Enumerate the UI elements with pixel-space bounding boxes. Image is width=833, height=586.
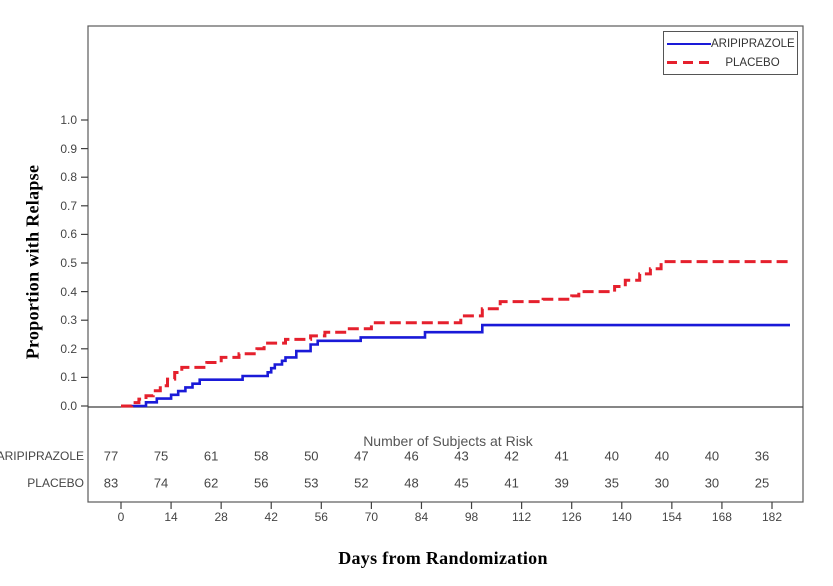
risk-count-placebo: 74 xyxy=(153,475,169,491)
y-tick-label: 0.6 xyxy=(60,227,77,242)
x-tick-label: 0 xyxy=(117,510,125,524)
legend-label-aripiprazole: ARIPIPRAZOLE xyxy=(711,37,795,50)
x-tick-label: 70 xyxy=(364,510,379,524)
risk-count-placebo: 62 xyxy=(203,475,219,491)
x-tick-label: 84 xyxy=(414,510,429,524)
y-tick-label: 0.7 xyxy=(60,198,77,213)
x-tick-label: 56 xyxy=(314,510,328,524)
risk-count-aripiprazole: 40 xyxy=(654,448,670,464)
placebo-line-sample-icon xyxy=(667,61,711,64)
legend-item-placebo: PLACEBO xyxy=(667,56,794,70)
risk-count-placebo: 83 xyxy=(103,475,119,491)
risk-count-placebo: 30 xyxy=(654,475,670,491)
risk-count-aripiprazole: 58 xyxy=(253,448,269,464)
y-tick-label: 0.3 xyxy=(60,313,77,328)
risk-count-aripiprazole: 77 xyxy=(103,448,119,464)
y-tick-label: 0.9 xyxy=(60,141,77,156)
x-tick-label: 182 xyxy=(761,510,783,524)
risk-count-aripiprazole: 41 xyxy=(554,448,569,464)
x-tick-label: 14 xyxy=(164,510,178,524)
risk-count-placebo: 45 xyxy=(454,475,469,491)
risk-table-title: Number of Subjects at Risk xyxy=(363,433,533,449)
x-tick-label: 154 xyxy=(661,510,682,524)
y-tick-label: 1.0 xyxy=(60,113,77,127)
x-tick-label: 140 xyxy=(611,510,632,524)
risk-count-placebo: 52 xyxy=(354,475,369,491)
y-tick-label: 0.5 xyxy=(60,256,77,270)
y-axis-title: Proportion with Relapse xyxy=(22,164,43,360)
risk-row-label-aripiprazole: ARIPIPRAZOLE xyxy=(0,449,84,463)
x-tick-label: 168 xyxy=(711,510,732,524)
x-tick-label: 98 xyxy=(464,510,479,524)
y-tick-label: 0.0 xyxy=(60,399,77,413)
x-tick-label: 112 xyxy=(512,510,532,524)
risk-count-aripiprazole: 61 xyxy=(203,448,219,464)
aripiprazole-line-sample-icon xyxy=(667,42,711,45)
legend: ARIPIPRAZOLE PLACEBO xyxy=(663,31,798,75)
x-tick-label: 28 xyxy=(214,510,228,524)
risk-count-aripiprazole: 43 xyxy=(454,448,469,464)
risk-count-placebo: 41 xyxy=(504,475,519,491)
risk-count-placebo: 56 xyxy=(253,475,269,491)
risk-count-aripiprazole: 50 xyxy=(304,448,319,464)
aripiprazole-curve xyxy=(121,323,790,408)
risk-count-aripiprazole: 42 xyxy=(504,448,519,464)
x-tick-label: 126 xyxy=(561,510,582,524)
legend-item-aripiprazole: ARIPIPRAZOLE xyxy=(667,37,795,51)
risk-row-label-placebo: PLACEBO xyxy=(27,476,84,490)
risk-count-aripiprazole: 40 xyxy=(704,448,720,464)
risk-count-aripiprazole: 40 xyxy=(604,448,619,464)
y-tick-label: 0.4 xyxy=(60,284,77,299)
risk-count-placebo: 35 xyxy=(604,475,619,491)
x-tick-label: 42 xyxy=(264,510,278,524)
y-tick-label: 0.8 xyxy=(60,170,77,185)
risk-count-aripiprazole: 46 xyxy=(404,448,419,464)
plot-frame xyxy=(87,25,804,503)
x-axis-title: Days from Randomization xyxy=(338,548,548,568)
placebo-curve xyxy=(121,260,790,408)
risk-count-aripiprazole: 47 xyxy=(354,448,369,464)
risk-count-aripiprazole: 36 xyxy=(754,448,770,464)
risk-count-placebo: 30 xyxy=(704,475,720,491)
risk-count-aripiprazole: 75 xyxy=(153,448,169,464)
y-tick-label: 0.1 xyxy=(60,370,77,385)
risk-count-placebo: 48 xyxy=(404,475,419,491)
risk-count-placebo: 53 xyxy=(304,475,319,491)
risk-count-placebo: 25 xyxy=(754,475,770,491)
y-tick-label: 0.2 xyxy=(60,341,77,356)
legend-label-placebo: PLACEBO xyxy=(725,56,780,69)
risk-count-placebo: 39 xyxy=(554,475,569,491)
